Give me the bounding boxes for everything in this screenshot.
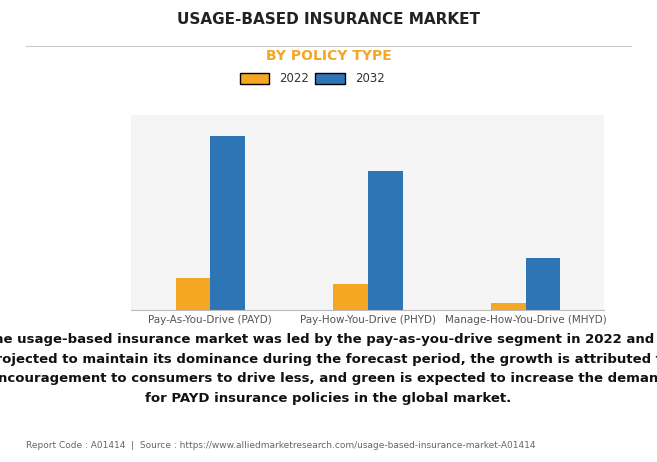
Text: 2022: 2022 xyxy=(279,72,309,85)
Bar xyxy=(368,171,403,310)
Text: The usage-based insurance market was led by the pay-as-you-drive segment in 2022: The usage-based insurance market was led… xyxy=(0,333,657,405)
Bar xyxy=(526,258,560,310)
Bar xyxy=(491,303,526,310)
Text: 2032: 2032 xyxy=(355,72,384,85)
Text: BY POLICY TYPE: BY POLICY TYPE xyxy=(265,49,392,62)
Bar xyxy=(210,136,245,310)
Bar xyxy=(175,278,210,310)
Text: Report Code : A01414  |  Source : https://www.alliedmarketresearch.com/usage-bas: Report Code : A01414 | Source : https://… xyxy=(26,442,535,450)
Text: USAGE-BASED INSURANCE MARKET: USAGE-BASED INSURANCE MARKET xyxy=(177,12,480,26)
Bar xyxy=(333,284,368,310)
